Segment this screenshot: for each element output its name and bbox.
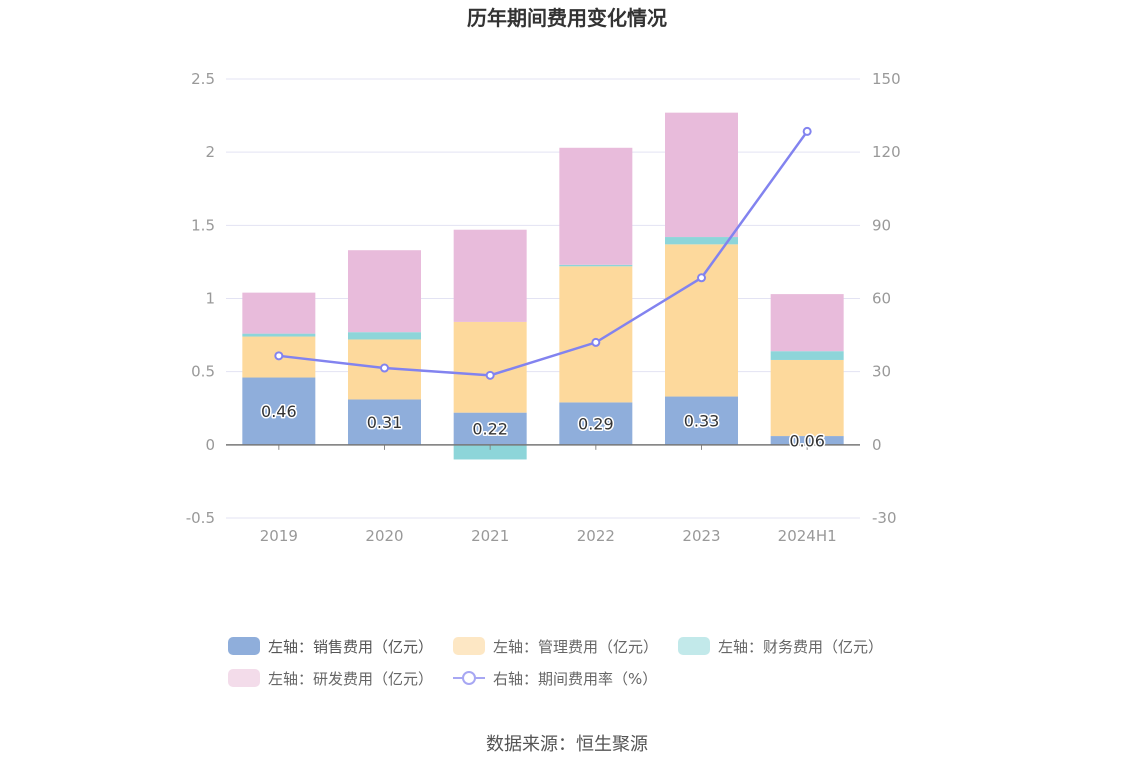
bar-segment xyxy=(242,333,316,337)
bar-segment xyxy=(770,436,844,445)
source-note: 数据来源：恒生聚源 xyxy=(486,734,648,755)
line-point xyxy=(591,337,601,347)
bar-segment xyxy=(348,332,421,340)
legend-swatch-rd xyxy=(228,669,260,687)
y-left-tick-label: 2 xyxy=(205,143,215,161)
y-right-tick-label: 0 xyxy=(872,436,882,454)
legend-item-finance[interactable]: 左轴：财务费用（亿元） xyxy=(678,636,883,657)
y-right-tick-label: -30 xyxy=(872,509,897,527)
line-series xyxy=(274,126,812,380)
bar-series xyxy=(242,112,844,460)
bar-data-label: 0.33 xyxy=(684,412,720,431)
line-point xyxy=(802,126,812,136)
bar-segment xyxy=(242,377,316,445)
bar-segment xyxy=(665,396,738,445)
bar-segment xyxy=(242,292,316,334)
y-right-tick-label: 90 xyxy=(872,216,891,234)
bar-data-label: 0.06 xyxy=(789,431,825,450)
y-right-tick-label: 150 xyxy=(872,70,901,88)
y-left-tick-label: 1 xyxy=(205,290,215,308)
chart-legend: 左轴：销售费用（亿元） 左轴：管理费用（亿元） 左轴：财务费用（亿元） 左轴：研… xyxy=(228,630,948,694)
bar-segment xyxy=(453,229,527,322)
x-tick-label: 2024H1 xyxy=(778,527,837,545)
bar-data-label: 0.46 xyxy=(261,402,297,421)
bar-segment xyxy=(665,237,738,245)
bar-segment xyxy=(559,266,633,403)
bar-segment xyxy=(770,351,844,360)
legend-item-admin[interactable]: 左轴：管理费用（亿元） xyxy=(453,636,658,657)
chart-title: 历年期间费用变化情况 xyxy=(467,6,667,30)
y-left-tick-label: -0.5 xyxy=(186,509,215,527)
legend-swatch-finance xyxy=(678,637,711,655)
bar-segment xyxy=(453,444,527,460)
x-tick-label: 2019 xyxy=(260,527,298,545)
y-left-tick-label: 2.5 xyxy=(191,70,215,88)
y-left-tick-label: 0.5 xyxy=(191,363,215,381)
bar-segment xyxy=(770,294,844,352)
x-tick-label: 2023 xyxy=(682,527,720,545)
bar-segment xyxy=(665,112,738,238)
bar-segment xyxy=(559,264,633,267)
bar-segment xyxy=(559,402,633,445)
data-labels: 0.46 0.31 0.22 0.29 0.33 0.06 xyxy=(260,401,827,452)
x-tick-label: 2022 xyxy=(577,527,615,545)
bar-segment xyxy=(770,359,844,437)
bar-segment xyxy=(348,399,421,445)
y-right-tick-label: 30 xyxy=(872,363,891,381)
legend-row: 左轴：研发费用（亿元） 右轴：期间费用率（%） xyxy=(228,662,948,694)
legend-swatch-sales xyxy=(228,637,260,655)
bar-segment xyxy=(453,412,527,445)
bar-data-label: 0.29 xyxy=(578,415,614,434)
axes: 2.5 2 1.5 1 0.5 0 -0.5 150 120 90 60 30 0 -30 2019 2020… xyxy=(186,70,901,545)
line-point xyxy=(697,273,706,283)
legend-label-admin: 左轴：管理费用（亿元） xyxy=(493,637,659,656)
x-tick-label: 2020 xyxy=(365,527,403,545)
bar-segment xyxy=(559,147,633,265)
x-tick-label: 2021 xyxy=(471,527,509,545)
legend-item-rd[interactable]: 左轴：研发费用（亿元） xyxy=(228,668,433,689)
bar-segment xyxy=(348,250,421,333)
grid-lines xyxy=(226,78,860,519)
line-point xyxy=(380,363,389,373)
legend-label-sales: 左轴：销售费用（亿元） xyxy=(268,637,434,656)
bar-data-label: 0.22 xyxy=(472,420,508,439)
legend-label-finance: 左轴：财务费用（亿元） xyxy=(718,637,884,656)
legend-line-rate xyxy=(453,669,486,687)
y-left-tick-label: 1.5 xyxy=(191,216,215,234)
legend-label-rate: 右轴：期间费用率（%） xyxy=(493,669,658,688)
line-series-path xyxy=(278,130,809,377)
y-left-tick-label: 0 xyxy=(205,436,215,454)
bar-segment xyxy=(665,244,738,397)
bar-data-label: 0.31 xyxy=(367,413,403,432)
line-point xyxy=(274,351,284,361)
legend-item-sales[interactable]: 左轴：销售费用（亿元） xyxy=(228,636,433,657)
y-right-tick-label: 60 xyxy=(872,290,891,308)
legend-label-rd: 左轴：研发费用（亿元） xyxy=(268,669,434,688)
legend-row: 左轴：销售费用（亿元） 左轴：管理费用（亿元） 左轴：财务费用（亿元） xyxy=(228,630,948,662)
y-right-tick-label: 120 xyxy=(872,143,901,161)
legend-swatch-admin xyxy=(453,637,486,655)
line-point xyxy=(485,370,495,380)
legend-item-rate[interactable]: 右轴：期间费用率（%） xyxy=(453,668,657,689)
